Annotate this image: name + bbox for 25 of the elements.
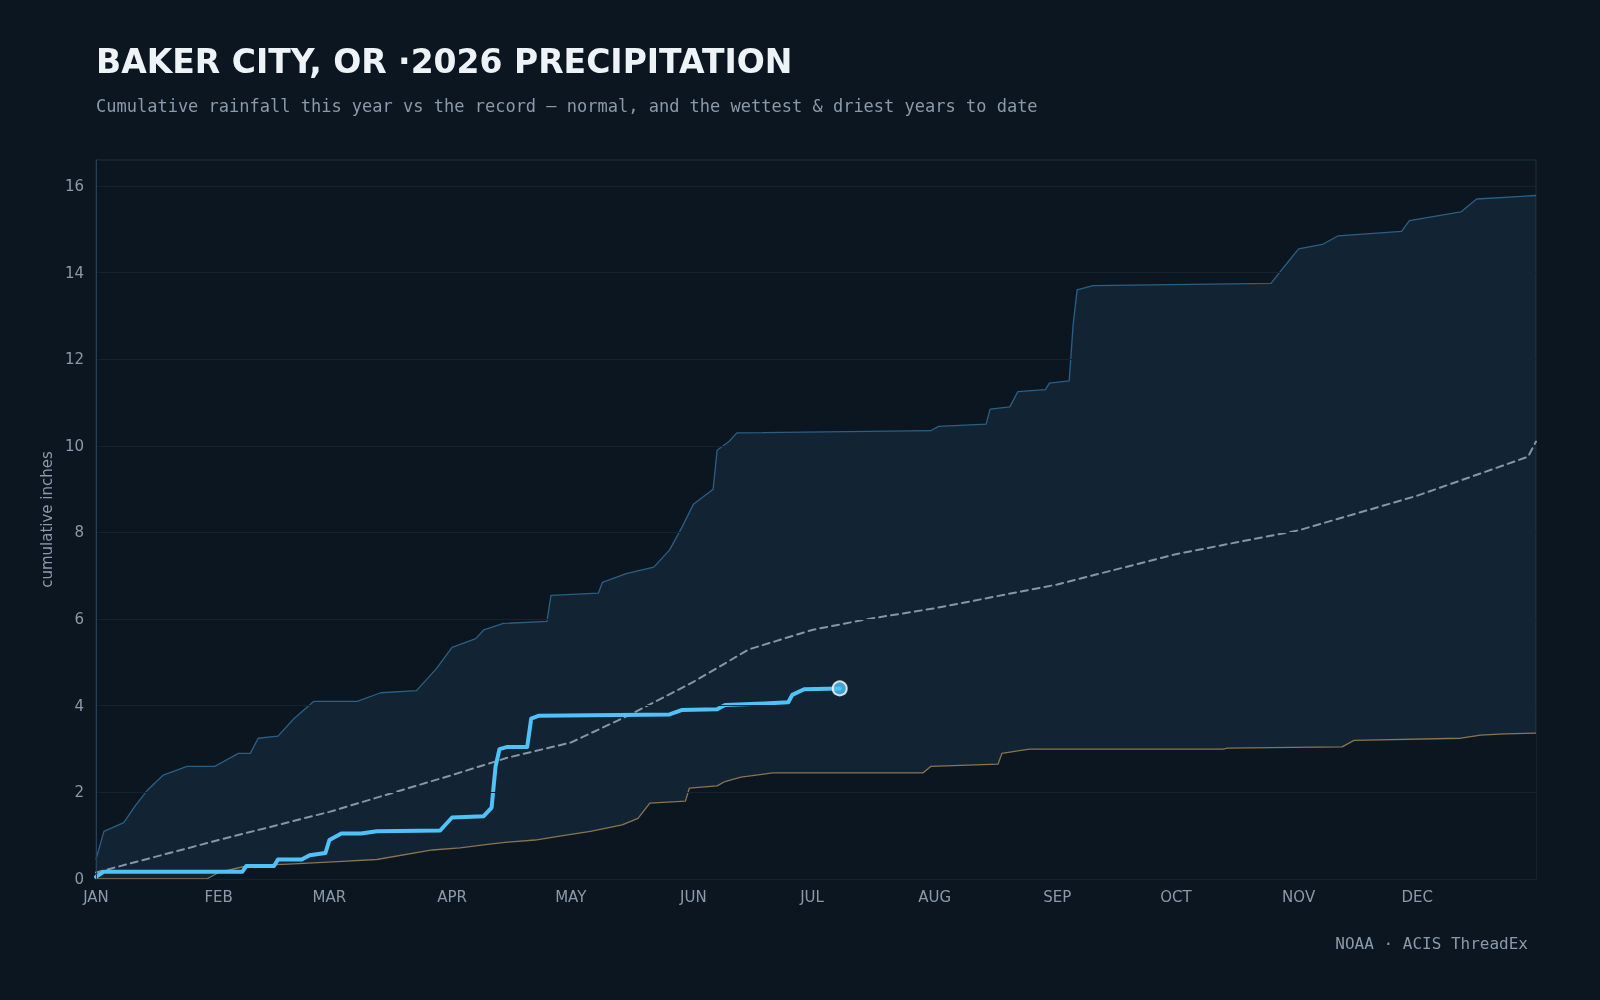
x-tick-label: APR [437, 887, 467, 906]
x-tick-label: MAR [312, 887, 347, 906]
text: NOAA · ACIS ThreadEx [1335, 934, 1528, 953]
y-tick-label: 8 [74, 523, 84, 542]
x-tick-label: JUN [679, 887, 707, 906]
x-tick-label: DEC [1401, 887, 1434, 906]
x-tick-label: AUG [918, 887, 952, 906]
x-tick-label: FEB [204, 887, 233, 906]
x-tick-label: JUL [799, 887, 825, 906]
y-tick-label: 4 [74, 696, 84, 715]
chart-title: BAKER CITY, OR ·2026 PRECIPITATION [96, 42, 793, 81]
x-tick-label: MAY [555, 887, 588, 906]
y-tick-label: 2 [74, 783, 84, 802]
x-tick-label: NOV [1282, 887, 1316, 906]
y-tick-label: 10 [64, 436, 84, 455]
x-tick-label: JAN [82, 887, 109, 906]
y-tick-label: 6 [74, 610, 84, 629]
y-tick-label: 16 [64, 176, 84, 195]
y-tick-label: 0 [74, 870, 84, 888]
x-tick-label: SEP [1043, 887, 1072, 906]
chart-subtitle: Cumulative rainfall this year vs the record — normal, and the wettest & driest years to date [96, 96, 1038, 116]
y-axis-title: cumulative inches [37, 451, 56, 588]
y-tick-label: 14 [64, 263, 84, 282]
y-tick-label: 12 [64, 350, 84, 369]
x-tick-label: OCT [1160, 887, 1193, 906]
